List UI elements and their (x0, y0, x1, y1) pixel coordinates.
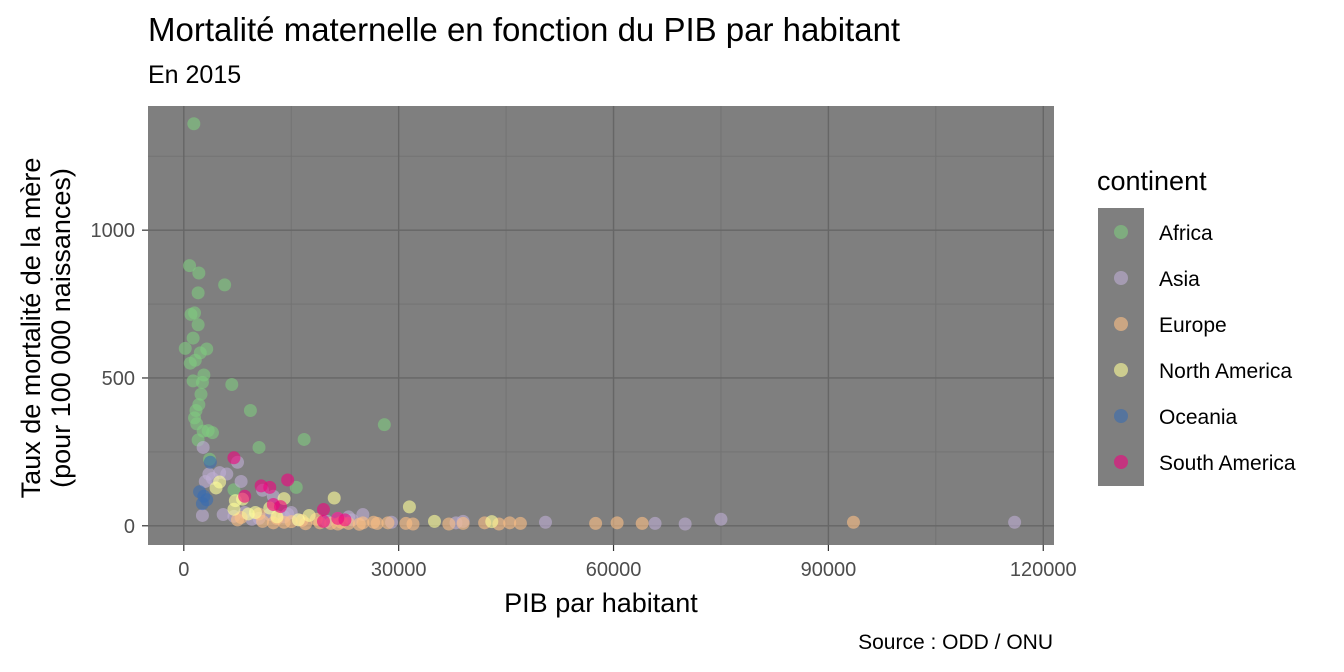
data-point-africa (289, 480, 303, 494)
data-point-south-america (238, 489, 252, 503)
legend-label-asia: Asia (1159, 268, 1200, 291)
data-point-africa (297, 432, 311, 446)
legend-key-oceania (1114, 409, 1128, 423)
data-point-asia (234, 474, 248, 488)
y-tick-label: 500 (102, 368, 135, 390)
axis-ticks: 0 30000 60000 90000 120000 0 500 1000 (91, 220, 1077, 581)
data-point-asia (195, 508, 209, 522)
y-tick-label: 1000 (91, 220, 136, 242)
data-point-africa (192, 266, 206, 280)
data-point-europe (589, 516, 603, 530)
data-point-north-america (402, 500, 416, 514)
data-point-africa (183, 356, 197, 370)
data-point-north-america (327, 491, 341, 505)
chart-subtitle: En 2015 (148, 61, 241, 89)
chart-title: Mortalité maternelle en fonction du PIB … (148, 11, 900, 48)
data-point-asia (196, 440, 210, 454)
legend-key-south-america (1114, 455, 1128, 469)
legend-key-asia (1114, 271, 1128, 285)
chart-caption: Source : ODD / ONU (858, 631, 1053, 654)
y-tick-label: 0 (124, 516, 135, 538)
data-point-europe (352, 517, 366, 531)
data-point-africa (191, 318, 205, 332)
data-point-north-america (291, 513, 305, 527)
data-point-africa (252, 440, 266, 454)
data-point-africa (188, 306, 202, 320)
data-point-europe (442, 517, 456, 531)
data-point-europe (513, 516, 527, 530)
data-point-asia (678, 517, 692, 531)
data-point-africa (183, 259, 197, 273)
x-axis-title: PIB par habitant (504, 588, 698, 618)
data-point-europe (399, 516, 413, 530)
data-point-asia (216, 508, 230, 522)
data-point-south-america (273, 500, 287, 514)
legend-label-oceania: Oceania (1159, 406, 1238, 429)
x-tick-label: 60000 (586, 559, 642, 581)
x-tick-label: 30000 (371, 559, 427, 581)
data-point-asia (198, 474, 212, 488)
data-point-south-america (338, 513, 352, 527)
data-point-south-america (316, 503, 330, 517)
data-point-europe (381, 516, 395, 530)
data-point-south-america (281, 473, 295, 487)
data-point-south-america (316, 514, 330, 528)
legend-label-europe: Europe (1159, 314, 1227, 337)
legend-label-north-america: North America (1159, 360, 1292, 383)
x-tick-label: 120000 (1010, 559, 1077, 581)
data-point-asia (538, 515, 552, 529)
x-tick-label: 0 (178, 559, 189, 581)
data-point-africa (186, 331, 200, 345)
data-point-africa (377, 418, 391, 432)
legend-label-africa: Africa (1159, 222, 1213, 245)
data-point-europe (367, 515, 381, 529)
data-point-north-america (270, 510, 284, 524)
plot-panel (148, 106, 1054, 545)
data-point-oceania (203, 455, 217, 469)
data-point-africa (243, 403, 257, 417)
legend-key-background (1098, 208, 1144, 486)
y-axis-title-line-1: Taux de mortalité de la mère (16, 158, 46, 499)
data-point-europe (846, 515, 860, 529)
legend-key-europe (1114, 317, 1128, 331)
y-axis-title-line-2: (pour 100 000 naissances) (46, 168, 76, 488)
data-point-north-america (227, 502, 241, 516)
data-point-africa (225, 377, 239, 391)
data-point-africa (191, 286, 205, 300)
legend-key-africa (1114, 225, 1128, 239)
data-point-africa (194, 387, 208, 401)
data-point-asia (648, 516, 662, 530)
data-point-south-america (227, 451, 241, 465)
data-point-africa (218, 278, 232, 292)
legend: Africa Asia Europe North America Oceania Sout… (1114, 222, 1296, 475)
data-point-europe (456, 516, 470, 530)
legend-label-south-america: South America (1159, 452, 1296, 475)
data-point-south-america (263, 480, 277, 494)
data-point-europe (503, 516, 517, 530)
data-point-europe (635, 516, 649, 530)
legend-title: continent (1097, 166, 1207, 196)
data-point-europe (610, 516, 624, 530)
data-point-north-america (302, 508, 316, 522)
data-points (178, 117, 1022, 531)
data-point-north-america (427, 514, 441, 528)
data-point-oceania (195, 497, 209, 511)
grid-lines (148, 106, 1054, 545)
data-point-asia (714, 512, 728, 526)
data-point-north-america (248, 505, 262, 519)
data-point-africa (186, 374, 200, 388)
data-point-north-america (209, 481, 223, 495)
data-point-africa (187, 117, 201, 131)
data-point-africa (178, 341, 192, 355)
legend-key-north-america (1114, 363, 1128, 377)
data-point-north-america (485, 515, 499, 529)
data-point-asia (1008, 515, 1022, 529)
x-tick-label: 90000 (801, 559, 857, 581)
